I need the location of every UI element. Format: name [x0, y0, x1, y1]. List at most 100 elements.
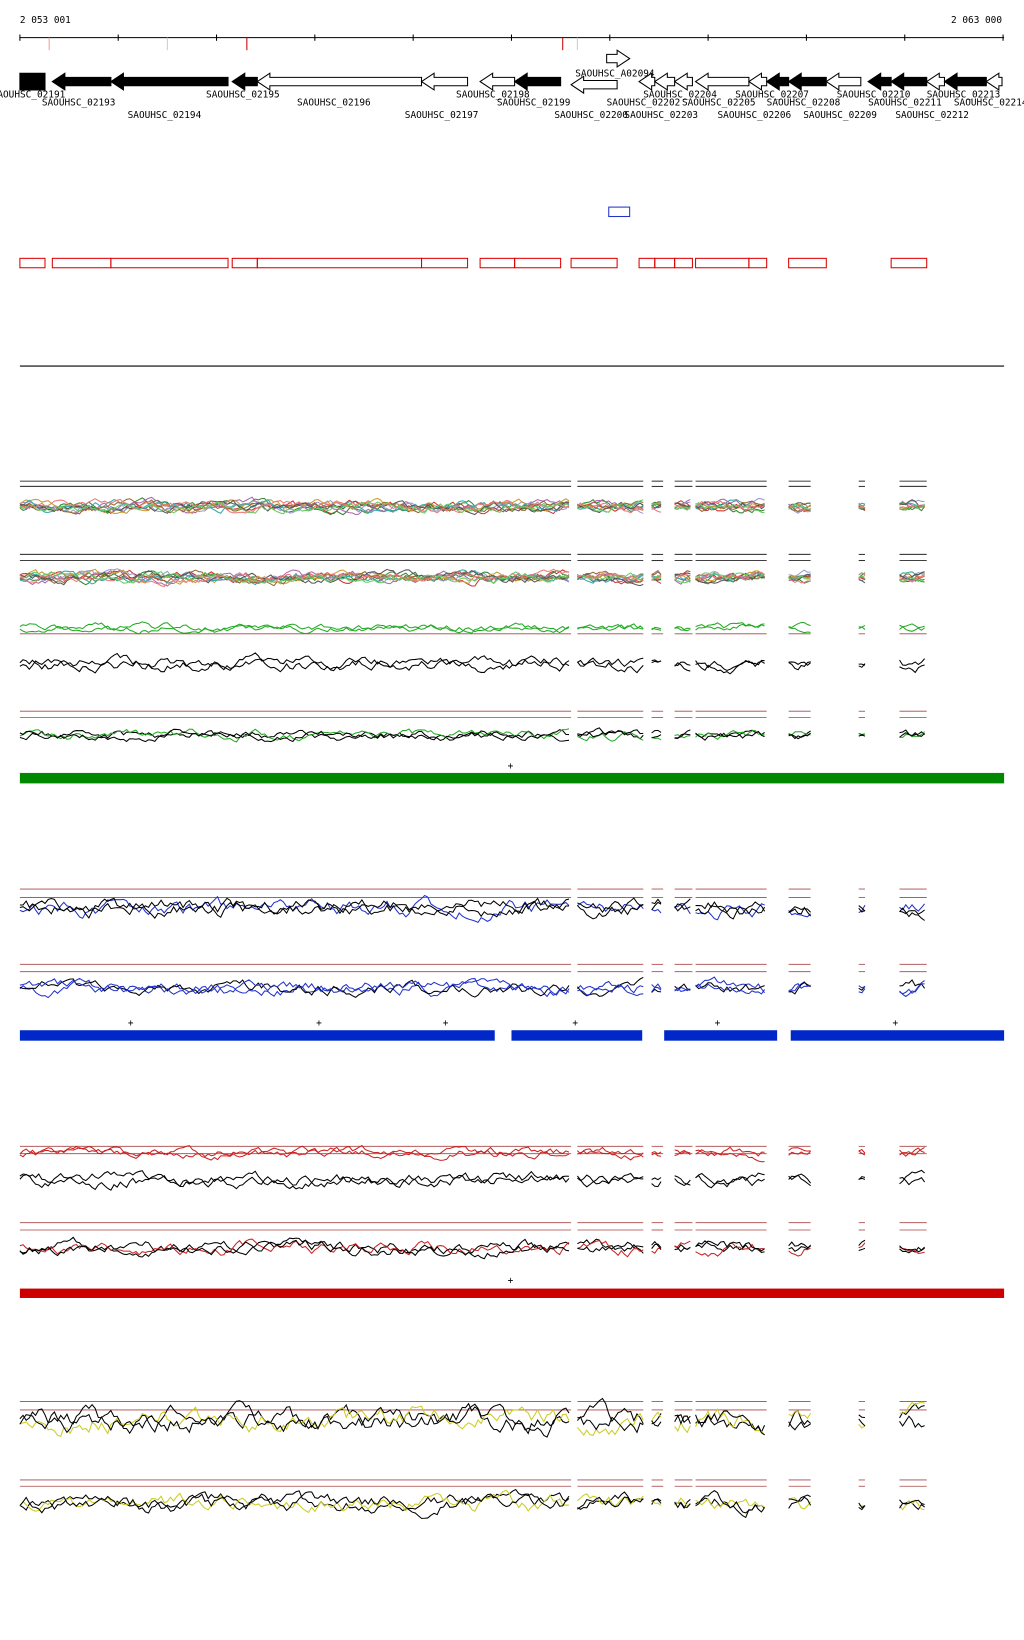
gene-arrow [51, 72, 112, 91]
ruler-end: 2 063 000 [951, 15, 1002, 26]
signal-line [858, 985, 866, 989]
signal-line [651, 1177, 662, 1181]
signal-line [651, 984, 662, 991]
signal-line [899, 1147, 925, 1157]
signal-line [695, 571, 765, 583]
gene-label: SAOUHSC_02204 [643, 89, 717, 100]
strand-mark: + [892, 1018, 898, 1029]
signal-line [899, 903, 926, 912]
signal-line [19, 978, 570, 999]
signal-line [788, 1244, 812, 1253]
signal-line [899, 623, 925, 630]
signal-line [788, 910, 811, 918]
signal-line [674, 627, 691, 632]
signal-line [695, 659, 765, 675]
signal-line [858, 734, 866, 737]
signal-line [858, 1418, 866, 1427]
signal-line [899, 1403, 925, 1419]
signal-line [651, 1247, 662, 1254]
gene-arrow [925, 72, 946, 91]
signal-line [858, 504, 866, 509]
signal-line [899, 907, 925, 921]
signal-line [577, 1496, 644, 1510]
signal-line [651, 1151, 662, 1155]
strand-mark: + [316, 1018, 322, 1029]
gene-label: SAOUHSC_02207 [735, 89, 809, 100]
signal-line [695, 502, 765, 514]
gene-arrow [420, 72, 469, 91]
signal-line [651, 729, 662, 734]
signal-line [899, 1169, 925, 1185]
gene-label: SAOUHSC_A02094 [575, 68, 655, 79]
signal-line [858, 904, 866, 914]
signal-line [695, 570, 765, 582]
signal-line [19, 898, 570, 919]
gene-arrow [256, 72, 423, 91]
blue-feature [608, 206, 631, 218]
signal-line [899, 731, 925, 739]
signal-line [651, 1498, 662, 1502]
signal-line [788, 502, 811, 508]
signal-line [577, 984, 644, 997]
signal-line [858, 905, 866, 912]
signal-line [19, 501, 570, 515]
signal-line [788, 1173, 812, 1184]
signal-line [19, 894, 570, 924]
red-feature [638, 257, 656, 269]
signal-line [19, 622, 570, 635]
signal-line [674, 1178, 691, 1187]
signal-line [577, 572, 644, 581]
signal-line [695, 1498, 765, 1510]
gene-arrow [787, 72, 827, 91]
signal-line [674, 661, 691, 666]
strand-mark: + [443, 1018, 449, 1029]
signal-line [788, 1247, 811, 1257]
signal-line [899, 1499, 925, 1511]
signal-line [577, 573, 644, 587]
signal-line [674, 729, 691, 739]
signal-line [19, 1400, 570, 1435]
signal-line [899, 909, 925, 915]
signal-line [858, 572, 866, 576]
signal-line [788, 732, 811, 740]
gene-label: SAOUHSC_02208 [767, 98, 841, 109]
red-feature [674, 257, 693, 269]
signal-line [695, 500, 765, 512]
signal-line [577, 1172, 644, 1185]
signal-line [577, 623, 644, 630]
signal-line [577, 570, 644, 584]
signal-line [19, 568, 570, 586]
strand-mark: + [508, 761, 514, 772]
signal-line [899, 1177, 926, 1186]
signal-line [576, 660, 644, 674]
red-feature [654, 257, 676, 269]
gene-arrow [513, 72, 562, 91]
signal-line [19, 1238, 570, 1256]
gene-label: SAOUHSC_02202 [607, 98, 681, 109]
signal-line [788, 661, 811, 667]
signal-line [674, 898, 691, 912]
gene-arrow [653, 72, 676, 91]
signal-line [674, 1149, 691, 1156]
signal-line [19, 978, 570, 996]
signal-line [674, 986, 691, 992]
signal-line [674, 903, 691, 910]
signal-line [651, 1152, 662, 1157]
signal-line [695, 983, 766, 995]
signal-line [651, 1420, 662, 1427]
signal-line [858, 988, 866, 994]
gene-label: SAOUHSC_02195 [206, 89, 280, 100]
gene-label: SAOUHSC_02197 [405, 110, 479, 121]
signal-line [899, 1246, 925, 1254]
red-feature [51, 257, 112, 269]
signal-line [858, 504, 866, 509]
red-feature [256, 257, 423, 269]
gene-arrow [985, 72, 1003, 91]
signal-line [19, 1402, 570, 1438]
signal-line [788, 981, 811, 995]
signal-line [674, 662, 691, 672]
red-feature [231, 257, 258, 269]
signal-line [674, 1240, 691, 1248]
signal-line [19, 1238, 570, 1260]
